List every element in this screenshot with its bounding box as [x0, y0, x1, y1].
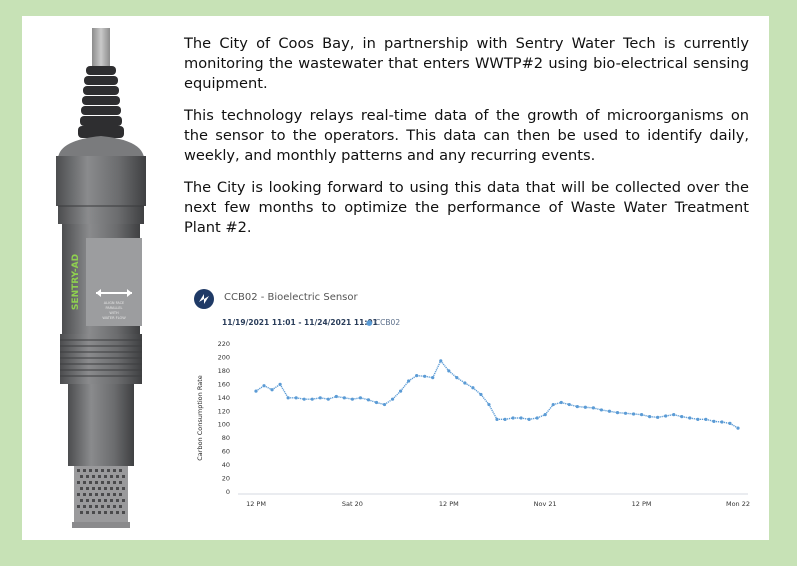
series-segment	[488, 404, 498, 420]
data-point	[712, 419, 716, 423]
svg-text:ALIGN FACE: ALIGN FACE	[104, 301, 125, 305]
paragraph-3: The City is looking forward to using thi…	[184, 179, 749, 236]
series-segment	[432, 360, 442, 378]
series-segment	[536, 413, 546, 419]
y-tick-label: 220	[218, 340, 230, 348]
data-point	[575, 404, 579, 409]
series-segment	[279, 384, 289, 399]
series-segment	[472, 387, 482, 395]
bioelectric-chart: CCB02 - Bioelectric Sensor 11/19/2021 11…	[192, 286, 752, 526]
svg-text:PARALLEL: PARALLEL	[105, 306, 122, 310]
series-segment	[544, 404, 554, 416]
x-tick-label: Nov 21	[534, 500, 557, 508]
series-segment	[271, 383, 281, 391]
series-segment	[464, 382, 474, 389]
sensor-image: SENTRY-AD ALIGN FACE PARALLEL WITH WATER…	[56, 28, 146, 528]
content-panel: SENTRY-AD ALIGN FACE PARALLEL WITH WATER…	[22, 16, 769, 540]
x-tick-label: 12 PM	[439, 500, 459, 508]
legend-label: CCB02	[374, 318, 401, 327]
y-tick-label: 20	[222, 475, 230, 483]
svg-text:WITH: WITH	[109, 311, 119, 315]
y-tick-label: 80	[222, 434, 230, 442]
series-segment	[456, 377, 466, 384]
chart-legend: ● CCB02	[366, 318, 400, 327]
chart-title: CCB02 - Bioelectric Sensor	[224, 292, 358, 303]
x-tick-label: 12 PM	[246, 500, 266, 508]
y-tick-label: 60	[222, 448, 230, 456]
data-point	[415, 374, 419, 378]
series-segment	[392, 390, 402, 400]
data-point	[390, 397, 395, 401]
paragraph-1: The City of Coos Bay, in partnership wit…	[184, 35, 749, 92]
y-tick-label: 100	[218, 421, 230, 429]
series-segment	[255, 385, 265, 392]
data-point	[631, 412, 636, 416]
series-segment	[440, 360, 450, 372]
y-tick-label: 40	[222, 461, 230, 469]
svg-text:SENTRY-AD: SENTRY-AD	[71, 254, 81, 310]
series-segment	[263, 385, 273, 391]
series-segment	[408, 375, 418, 382]
data-point	[471, 386, 475, 390]
y-axis-label: Carbon Consumption Rate	[196, 375, 204, 461]
y-tick-label: 200	[218, 353, 230, 361]
y-tick-label: 140	[218, 394, 230, 402]
chart-date-range: 11/19/2021 11:01 - 11/24/2021 11:01	[222, 318, 378, 327]
x-tick-label: 12 PM	[632, 500, 652, 508]
series-segment	[729, 422, 739, 429]
series-segment	[384, 398, 393, 406]
chart-plot: 0 20 40 60 80 100 120 140 160 180 200 220 12 PM Sat …	[196, 340, 750, 508]
data-point	[648, 415, 652, 419]
legend-dot-icon: ●	[366, 318, 373, 327]
svg-text:WATER FLOW: WATER FLOW	[102, 316, 126, 320]
data-point	[511, 416, 515, 420]
series-segment	[448, 370, 458, 379]
y-tick-label: 160	[218, 380, 230, 388]
series-segment	[400, 380, 410, 392]
series-segment	[480, 394, 490, 405]
x-tick-label: Sat 20	[342, 500, 363, 508]
x-tick-label: Mon 22	[726, 500, 750, 508]
y-tick-label: 0	[226, 488, 230, 496]
y-tick-label: 120	[218, 407, 230, 415]
description-text: The City of Coos Bay, in partnership wit…	[184, 34, 749, 250]
data-point	[583, 405, 587, 409]
data-point	[736, 426, 740, 430]
sentry-logo-icon	[194, 289, 214, 309]
y-tick-label: 180	[218, 367, 230, 375]
paragraph-2: This technology relays real-time data of…	[184, 107, 749, 164]
